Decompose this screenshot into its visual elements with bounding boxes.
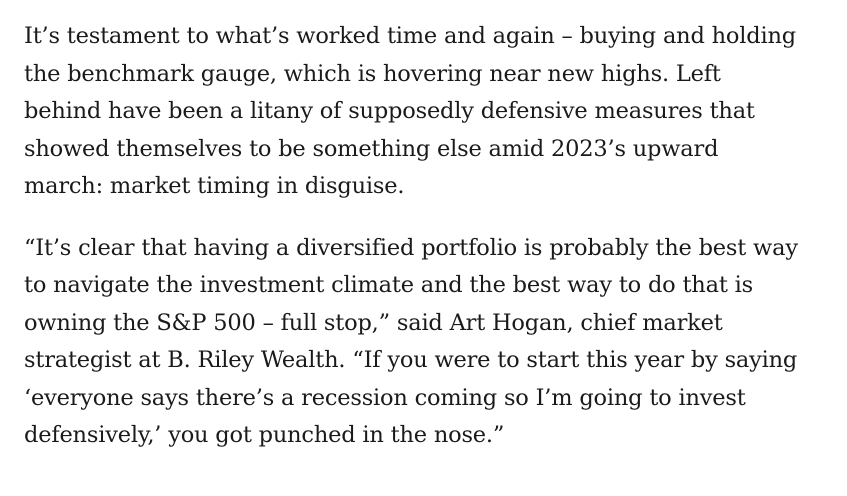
paragraph-line: to navigate the investment climate and t… <box>24 272 753 298</box>
paragraph-line: strategist at B. Riley Wealth. “If you w… <box>24 347 798 373</box>
paragraph-line: ‘everyone says there’s a recession comin… <box>24 384 746 411</box>
paragraph-line: defensively,’ you got punched in the nos… <box>24 422 505 448</box>
article-body: It’s testament to what’s worked time and… <box>24 18 839 479</box>
paragraph-line: behind have been a litany of supposedly … <box>24 98 755 124</box>
paragraph-hogan-quote: “It’s clear that having a diversified po… <box>24 230 839 455</box>
paragraph-line: It’s testament to what’s worked time and… <box>24 23 796 49</box>
paragraph-line: owning the S&P 500 – full stop,” said Ar… <box>24 309 723 336</box>
paragraph-line: showed themselves to be something else a… <box>24 135 719 162</box>
paragraph-line: the benchmark gauge, which is hovering n… <box>24 60 721 87</box>
paragraph-testament: It’s testament to what’s worked time and… <box>24 18 839 206</box>
paragraph-line: march: market timing in disguise. <box>24 173 405 199</box>
paragraph-line: “It’s clear that having a diversified po… <box>24 234 798 261</box>
